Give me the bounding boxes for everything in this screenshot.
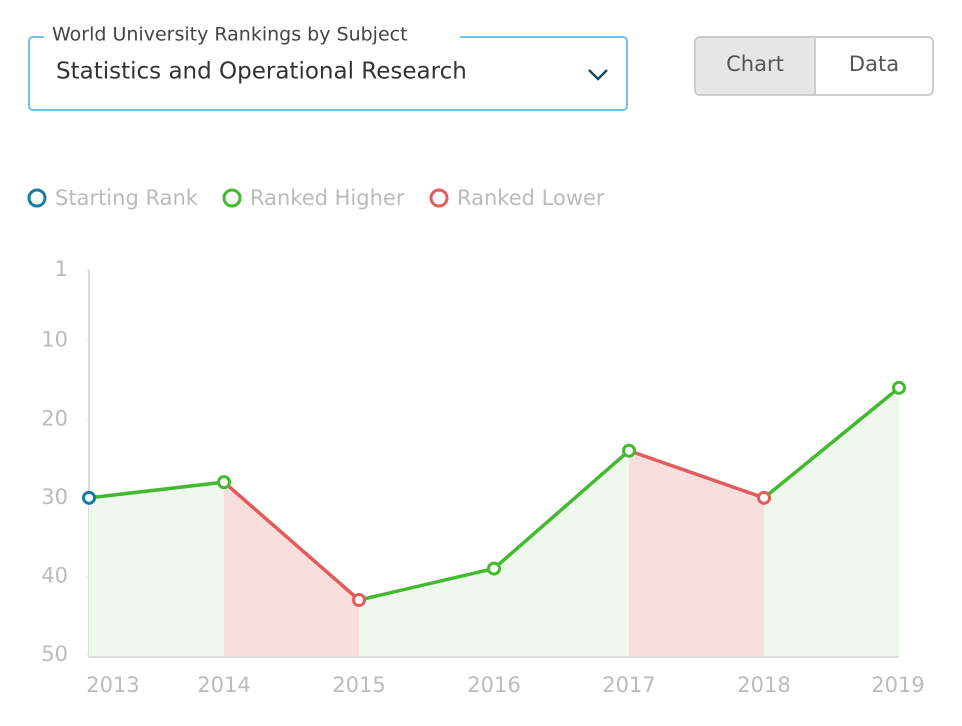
x-tick-label: 2014 <box>197 673 250 697</box>
area <box>89 482 224 657</box>
dropdown-value: Statistics and Operational Research <box>56 59 467 85</box>
point <box>82 490 96 505</box>
line-segment <box>358 566 495 602</box>
chevron <box>588 69 608 81</box>
y-tick-label: 20 <box>41 406 68 430</box>
x-tick-label: 2015 <box>332 673 385 697</box>
area <box>629 450 764 657</box>
point <box>352 593 366 607</box>
area <box>494 450 629 657</box>
y-tick-label: 1 <box>55 257 68 281</box>
y-tick-label: 40 <box>41 563 68 587</box>
line-segment <box>88 480 225 500</box>
toggle-active-bg <box>696 38 815 94</box>
x-tick-label: 2019 <box>871 673 924 697</box>
legend-label: Starting Rank <box>55 186 199 210</box>
legend-label: Ranked Lower <box>457 186 605 210</box>
area <box>359 568 494 657</box>
x-tick-label: 2018 <box>737 673 790 697</box>
point <box>217 475 231 490</box>
legend-marker <box>222 188 242 208</box>
line-segment <box>222 480 361 602</box>
y-tick-label: 30 <box>41 485 68 509</box>
y-tick-label: 50 <box>41 642 68 666</box>
area <box>224 482 359 657</box>
x-tick-label: 2016 <box>467 673 520 697</box>
x-tick-label: 2017 <box>602 673 655 697</box>
point <box>622 443 636 458</box>
dropdown-label: World University Rankings by Subject <box>52 24 408 46</box>
point <box>757 490 771 505</box>
toggle-data[interactable]: Data <box>849 52 899 76</box>
chart: Starting Rank Ranked Higher Ranked Lower 1 1… <box>27 186 925 697</box>
area <box>764 387 899 657</box>
y-tick-label: 10 <box>41 328 68 352</box>
line-segment <box>492 449 631 570</box>
legend-marker <box>429 188 449 208</box>
legend-marker <box>27 188 47 208</box>
x-tick-label: 2013 <box>86 673 139 697</box>
toggle-chart[interactable]: Chart <box>726 52 784 76</box>
dropdown-label-bg <box>44 28 460 46</box>
line-segment <box>628 449 765 500</box>
point <box>487 561 501 576</box>
point <box>892 380 906 395</box>
legend-label: Ranked Higher <box>250 186 405 210</box>
line-segment <box>762 386 901 500</box>
